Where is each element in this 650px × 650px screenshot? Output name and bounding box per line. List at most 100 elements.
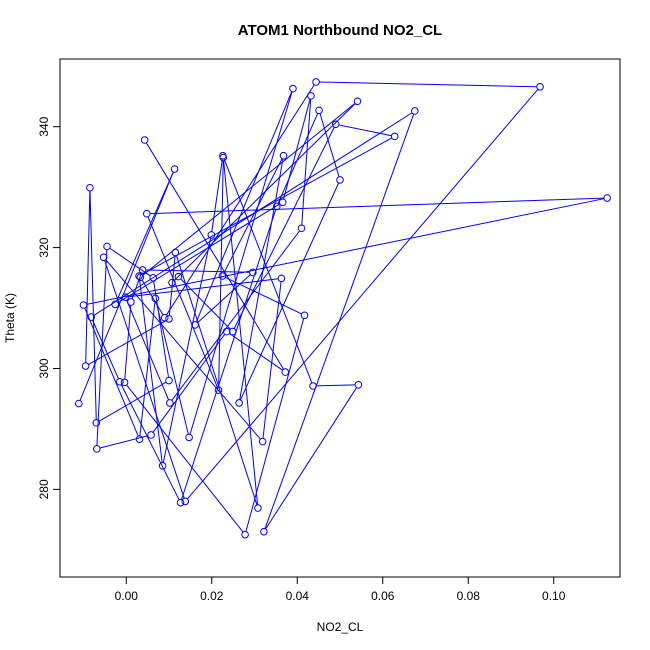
y-axis: 280 300 320 340 (37, 116, 61, 499)
data-point (111, 300, 119, 309)
series-line-segment (116, 171, 174, 302)
series-points (75, 78, 611, 539)
series-line-segment (180, 278, 231, 330)
series-line-segment (197, 274, 251, 324)
data-point (336, 176, 344, 184)
data-point (191, 321, 199, 329)
series-line-segment (223, 158, 283, 274)
data-point (241, 530, 249, 539)
y-tick-label: 300 (37, 358, 51, 378)
x-axis-label: NO2_CL (317, 620, 364, 634)
data-point (103, 242, 111, 251)
data-point (121, 293, 130, 301)
series-lines (79, 81, 605, 533)
data-point (75, 399, 83, 408)
series-line-segment (131, 272, 142, 300)
series-line-segment (162, 238, 212, 463)
data-point (272, 202, 281, 211)
data-point (142, 209, 151, 218)
series-line-segment (223, 158, 313, 384)
series-line-segment (229, 333, 283, 371)
data-point (166, 399, 174, 407)
data-point (79, 301, 88, 309)
series-line-segment (195, 91, 293, 323)
series-line-segment (128, 278, 279, 298)
data-point (603, 194, 611, 202)
series-line-segment (104, 260, 185, 499)
data-point (228, 327, 237, 336)
data-point (214, 386, 223, 395)
data-point (315, 106, 323, 115)
x-tick-label: 0.10 (542, 589, 566, 603)
data-point (289, 84, 297, 93)
data-point (354, 380, 363, 389)
data-point (185, 433, 193, 442)
series-line-segment (109, 247, 151, 277)
y-tick-label: 320 (37, 237, 51, 257)
data-point (254, 504, 262, 512)
x-tick-label: 0.00 (115, 589, 139, 603)
data-point (353, 97, 362, 106)
series-line-segment (150, 197, 604, 215)
data-point (281, 368, 290, 376)
series-line-segment (240, 182, 340, 401)
series-line-segment (105, 259, 261, 440)
series-line-segment (283, 98, 311, 200)
y-axis-label: Theta (K) (3, 293, 17, 343)
data-point (165, 315, 173, 323)
data-point (307, 92, 315, 100)
series-line-segment (211, 158, 223, 232)
data-point (258, 437, 267, 446)
x-axis: 0.00 0.02 0.04 0.06 0.08 0.10 (115, 576, 566, 603)
series-line-segment (126, 299, 170, 401)
y-tick-label: 280 (37, 479, 51, 499)
series-line-segment (92, 319, 119, 379)
series-line-segment (277, 113, 319, 204)
data-point (149, 274, 157, 282)
series-line-segment (301, 99, 312, 225)
series-line-segment (139, 301, 156, 436)
series-line-segment (86, 198, 605, 305)
series-line-segment (175, 255, 258, 506)
x-tick-label: 0.04 (286, 589, 310, 603)
series-line-segment (218, 160, 224, 387)
series-line-segment (319, 81, 537, 88)
series-line-segment (171, 230, 300, 401)
series-line-segment (117, 203, 281, 304)
chart-title: ATOM1 Northbound NO2_CL (238, 22, 442, 39)
series-line-segment (79, 171, 174, 401)
series-line-segment (166, 84, 315, 316)
series-line-segment (223, 160, 259, 505)
data-point (151, 294, 160, 303)
data-point (260, 527, 268, 536)
data-point (411, 107, 419, 115)
data-point (277, 274, 286, 283)
x-tick-label: 0.02 (200, 589, 224, 603)
series-line-segment (174, 103, 356, 281)
data-point (92, 445, 101, 453)
data-point (160, 313, 169, 322)
data-point (181, 497, 190, 506)
data-point (158, 461, 167, 470)
series-line-segment (98, 381, 167, 422)
data-point (218, 272, 227, 280)
series-line-segment (181, 209, 277, 500)
data-point (278, 198, 287, 207)
series-line-segment (120, 384, 180, 500)
series-line-segment (142, 102, 356, 276)
x-tick-label: 0.08 (457, 589, 481, 603)
data-point (207, 231, 216, 239)
data-point (279, 151, 288, 160)
series-line-segment (319, 113, 340, 177)
series-line-segment (245, 318, 305, 532)
y-tick-label: 340 (37, 116, 51, 136)
series-line-segment (126, 384, 244, 533)
data-point (99, 253, 108, 262)
data-point (248, 268, 257, 277)
data-point (120, 378, 129, 387)
data-point (140, 136, 149, 144)
data-point (219, 151, 227, 160)
data-point (222, 327, 231, 336)
data-point (171, 248, 180, 257)
